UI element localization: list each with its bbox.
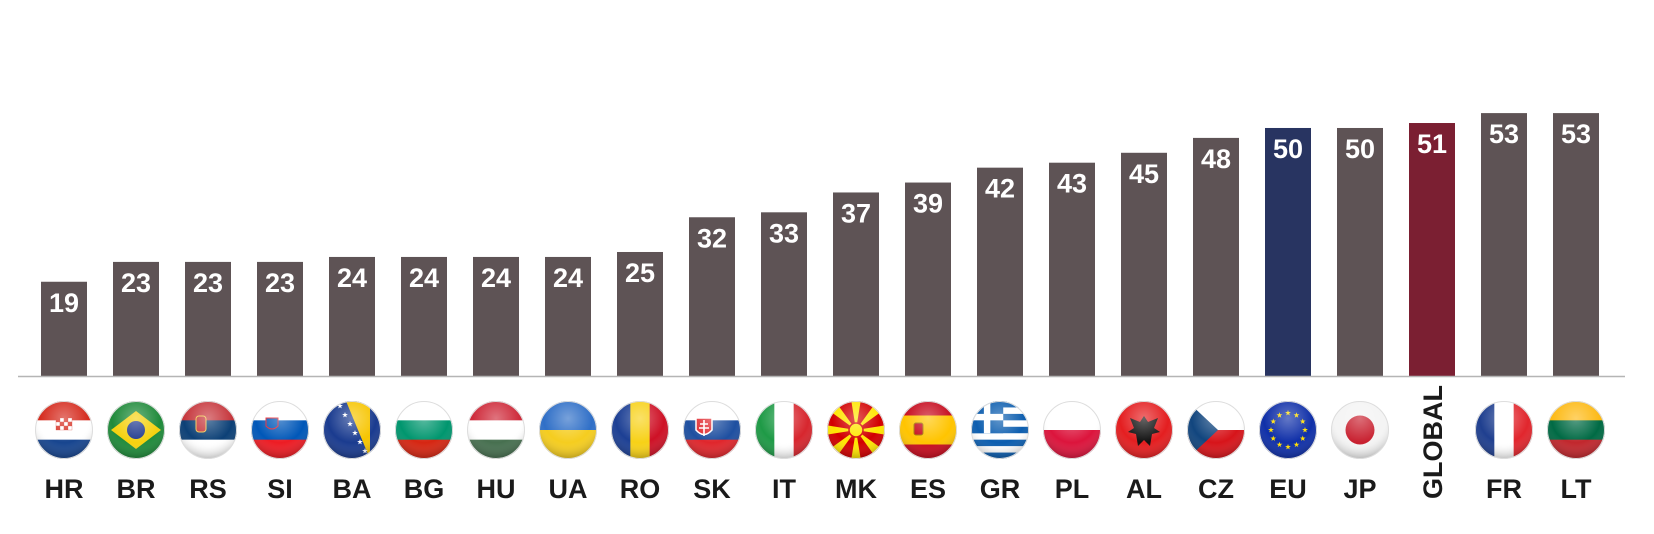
tick-label-rs: RS bbox=[189, 474, 227, 504]
flag-bosnia-icon bbox=[323, 401, 381, 459]
bar-ba bbox=[329, 256, 375, 376]
bar-al bbox=[1121, 152, 1167, 376]
data-label-eu: 50 bbox=[1273, 134, 1303, 164]
bar-ua bbox=[545, 256, 591, 376]
data-label-ua: 24 bbox=[553, 263, 583, 293]
tick-label-fr: FR bbox=[1486, 474, 1522, 504]
data-label-hr: 19 bbox=[49, 288, 79, 318]
bar-mk bbox=[833, 192, 879, 376]
bar-global bbox=[1409, 123, 1455, 377]
bar-fr bbox=[1481, 113, 1527, 376]
flag-slovenia-icon bbox=[251, 401, 309, 459]
flag-lithuania-icon bbox=[1547, 401, 1605, 459]
tick-label-hr: HR bbox=[45, 474, 84, 504]
flag-albania-icon bbox=[1115, 401, 1173, 459]
tick-label-pl: PL bbox=[1055, 474, 1090, 504]
data-label-jp: 50 bbox=[1345, 134, 1375, 164]
tick-label-br: BR bbox=[117, 474, 156, 504]
data-label-gr: 42 bbox=[985, 174, 1015, 204]
data-label-global: 51 bbox=[1417, 129, 1447, 159]
tick-label-ro: RO bbox=[620, 474, 661, 504]
tick-label-hu: HU bbox=[477, 474, 516, 504]
tick-label-gr: GR bbox=[980, 474, 1021, 504]
data-label-ro: 25 bbox=[625, 258, 655, 288]
data-label-cz: 48 bbox=[1201, 144, 1231, 174]
tick-label-lt: LT bbox=[1561, 474, 1592, 504]
bar-hr bbox=[41, 281, 87, 376]
bar-it bbox=[761, 212, 807, 376]
data-label-rs: 23 bbox=[193, 268, 223, 298]
bar-jp bbox=[1337, 127, 1383, 377]
tick-label-eu: EU bbox=[1269, 474, 1307, 504]
bar-rs bbox=[185, 261, 231, 376]
bar-ro bbox=[617, 251, 663, 376]
data-label-lt: 53 bbox=[1561, 119, 1591, 149]
tick-label-global: GLOBAL bbox=[1418, 385, 1448, 499]
bar-pl bbox=[1049, 162, 1095, 376]
data-label-al: 45 bbox=[1129, 159, 1159, 189]
tick-label-ua: UA bbox=[549, 474, 588, 504]
tick-label-si: SI bbox=[267, 474, 293, 504]
tick-label-es: ES bbox=[910, 474, 946, 504]
tick-label-al: AL bbox=[1126, 474, 1162, 504]
tick-label-mk: MK bbox=[835, 474, 877, 504]
bar-es bbox=[905, 182, 951, 376]
tick-label-cz: CZ bbox=[1198, 474, 1234, 504]
flag-spain-icon bbox=[899, 401, 957, 459]
flag-eu-icon bbox=[1259, 401, 1317, 459]
data-label-br: 23 bbox=[121, 268, 151, 298]
tick-label-sk: SK bbox=[693, 474, 731, 504]
bar-sk bbox=[689, 217, 735, 376]
data-label-bg: 24 bbox=[409, 263, 439, 293]
bar-hu bbox=[473, 256, 519, 376]
flag-croatia-icon bbox=[35, 401, 93, 459]
bar-eu bbox=[1265, 127, 1311, 377]
data-label-hu: 24 bbox=[481, 263, 511, 293]
flag-brazil-icon bbox=[107, 401, 165, 459]
data-label-si: 23 bbox=[265, 268, 295, 298]
bar-bg bbox=[401, 256, 447, 376]
bar-si bbox=[257, 261, 303, 376]
data-label-sk: 32 bbox=[697, 223, 727, 253]
flag-serbia-icon bbox=[179, 401, 237, 459]
flag-north-macedonia-icon bbox=[827, 401, 885, 459]
bar-cz bbox=[1193, 137, 1239, 376]
data-label-fr: 53 bbox=[1489, 119, 1519, 149]
tick-label-bg: BG bbox=[404, 474, 445, 504]
flag-japan-icon bbox=[1331, 401, 1389, 459]
tick-label-jp: JP bbox=[1343, 474, 1376, 504]
tick-label-it: IT bbox=[772, 474, 797, 504]
bar-gr bbox=[977, 167, 1023, 376]
data-label-pl: 43 bbox=[1057, 169, 1087, 199]
data-label-it: 33 bbox=[769, 218, 799, 248]
bar-br bbox=[113, 261, 159, 376]
data-label-es: 39 bbox=[913, 189, 943, 219]
data-label-ba: 24 bbox=[337, 263, 367, 293]
flag-greece-icon bbox=[971, 401, 1029, 459]
data-label-mk: 37 bbox=[841, 198, 871, 228]
tick-label-ba: BA bbox=[333, 474, 372, 504]
bar-lt bbox=[1553, 113, 1599, 376]
